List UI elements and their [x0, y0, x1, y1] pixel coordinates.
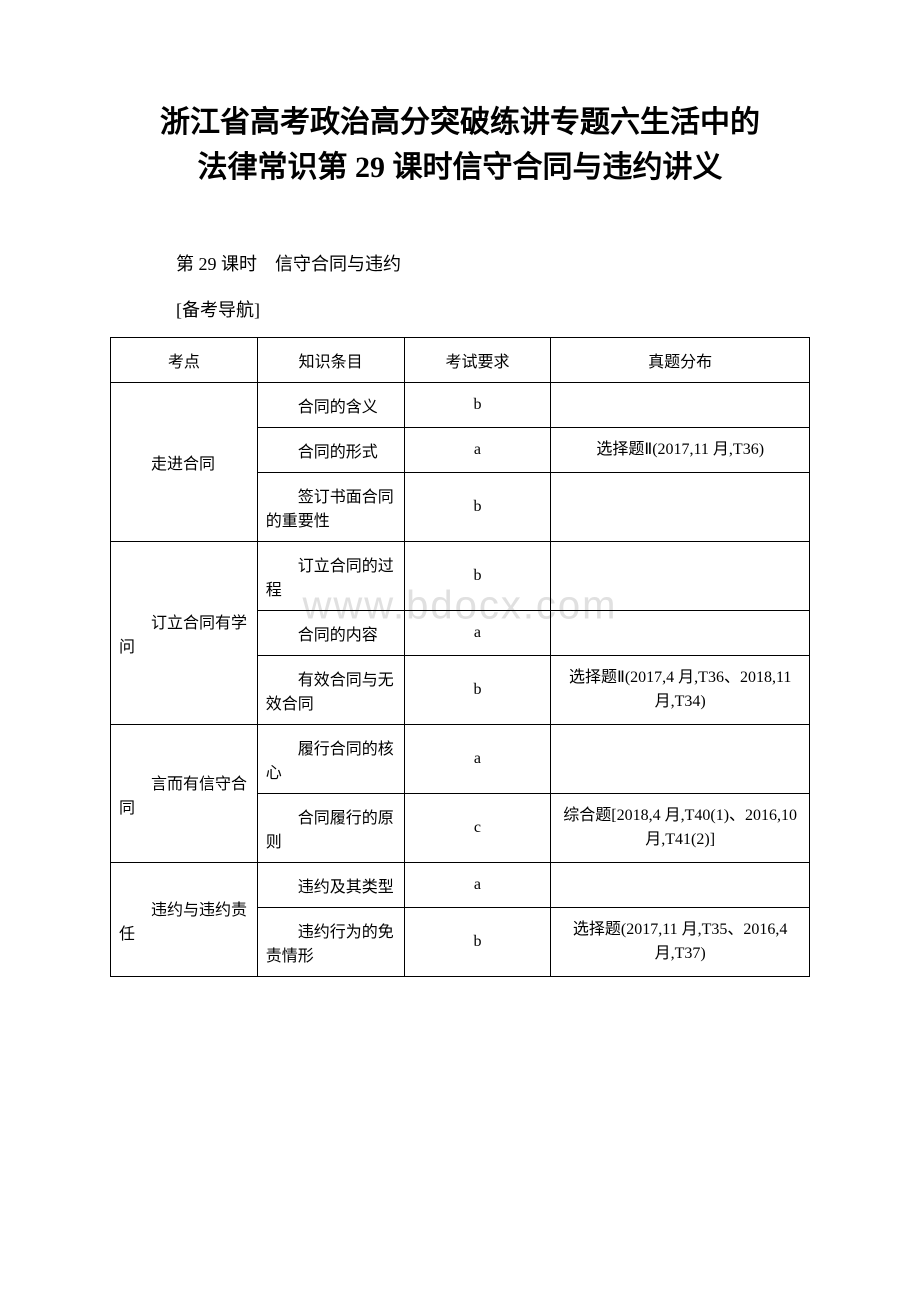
requirement-cell: a: [404, 863, 551, 908]
table-header-row: 考点 知识条目 考试要求 真题分布: [111, 338, 810, 383]
item-cell: 订立合同的过程: [257, 542, 404, 611]
item-cell: 违约及其类型: [257, 863, 404, 908]
distribution-cell: [551, 542, 810, 611]
requirement-cell: b: [404, 473, 551, 542]
requirement-cell: b: [404, 383, 551, 428]
page-title: 浙江省高考政治高分突破练讲专题六生活中的 法律常识第 29 课时信守合同与违约讲…: [80, 100, 840, 190]
header-item: 知识条目: [257, 338, 404, 383]
topic-text: 订立合同有学问: [119, 609, 249, 657]
item-cell: 违约行为的免责情形: [257, 908, 404, 977]
table-container: www.bdocx.com 考点 知识条目 考试要求 真题分布 走进合同合同的含…: [80, 337, 840, 977]
requirement-cell: b: [404, 908, 551, 977]
distribution-cell: [551, 863, 810, 908]
item-text: 有效合同与无效合同: [266, 666, 396, 714]
table-row: 违约与违约责任违约及其类型a: [111, 863, 810, 908]
distribution-cell: [551, 725, 810, 794]
distribution-cell: [551, 473, 810, 542]
lesson-subtitle: 第 29 课时 信守合同与违约: [80, 250, 840, 276]
item-cell: 合同的内容: [257, 611, 404, 656]
item-text: 违约及其类型: [266, 873, 396, 897]
item-text: 合同的形式: [266, 438, 396, 462]
exam-guide-table: 考点 知识条目 考试要求 真题分布 走进合同合同的含义b合同的形式a选择题Ⅱ(2…: [110, 337, 810, 977]
distribution-cell: 选择题Ⅱ(2017,11 月,T36): [551, 428, 810, 473]
item-cell: 履行合同的核心: [257, 725, 404, 794]
distribution-cell: 选择题Ⅱ(2017,4 月,T36、2018,11 月,T34): [551, 656, 810, 725]
topic-text: 走进合同: [119, 450, 249, 474]
requirement-cell: a: [404, 428, 551, 473]
section-label: [备考导航]: [80, 296, 840, 322]
header-topic: 考点: [111, 338, 258, 383]
item-cell: 合同的含义: [257, 383, 404, 428]
title-line2: 法律常识第 29 课时信守合同与违约讲义: [198, 151, 723, 184]
item-text: 履行合同的核心: [266, 735, 396, 783]
table-row: 订立合同有学问订立合同的过程b: [111, 542, 810, 611]
item-text: 违约行为的免责情形: [266, 918, 396, 966]
topic-text: 言而有信守合同: [119, 770, 249, 818]
item-cell: 签订书面合同的重要性: [257, 473, 404, 542]
requirement-cell: a: [404, 725, 551, 794]
topic-text: 违约与违约责任: [119, 896, 249, 944]
requirement-cell: b: [404, 656, 551, 725]
requirement-cell: a: [404, 611, 551, 656]
item-cell: 合同履行的原则: [257, 794, 404, 863]
table-row: 走进合同合同的含义b: [111, 383, 810, 428]
table-row: 言而有信守合同履行合同的核心a: [111, 725, 810, 794]
topic-cell: 违约与违约责任: [111, 863, 258, 977]
requirement-cell: c: [404, 794, 551, 863]
distribution-cell: [551, 383, 810, 428]
header-distribution: 真题分布: [551, 338, 810, 383]
item-text: 合同履行的原则: [266, 804, 396, 852]
requirement-cell: b: [404, 542, 551, 611]
item-cell: 有效合同与无效合同: [257, 656, 404, 725]
title-line1: 浙江省高考政治高分突破练讲专题六生活中的: [160, 106, 760, 139]
item-cell: 合同的形式: [257, 428, 404, 473]
topic-cell: 订立合同有学问: [111, 542, 258, 725]
topic-cell: 言而有信守合同: [111, 725, 258, 863]
item-text: 签订书面合同的重要性: [266, 483, 396, 531]
item-text: 合同的含义: [266, 393, 396, 417]
distribution-cell: [551, 611, 810, 656]
item-text: 订立合同的过程: [266, 552, 396, 600]
item-text: 合同的内容: [266, 621, 396, 645]
header-requirement: 考试要求: [404, 338, 551, 383]
topic-cell: 走进合同: [111, 383, 258, 542]
distribution-cell: 选择题(2017,11 月,T35、2016,4 月,T37): [551, 908, 810, 977]
distribution-cell: 综合题[2018,4 月,T40(1)、2016,10 月,T41(2)]: [551, 794, 810, 863]
